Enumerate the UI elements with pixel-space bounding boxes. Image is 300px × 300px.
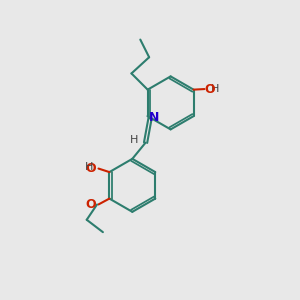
Text: O: O <box>85 198 96 211</box>
Text: H: H <box>85 162 93 172</box>
Text: O: O <box>85 162 96 175</box>
Text: O: O <box>205 82 215 95</box>
Text: N: N <box>149 111 160 124</box>
Text: H: H <box>211 84 220 94</box>
Text: H: H <box>130 135 139 145</box>
